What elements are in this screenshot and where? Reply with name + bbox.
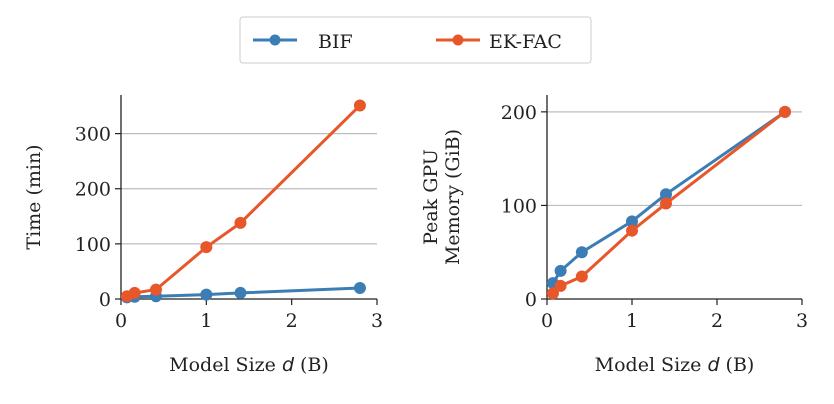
data-point-bif — [575, 246, 588, 259]
y-tick-label: 200 — [75, 179, 111, 201]
data-point-bif — [554, 264, 567, 277]
x-tick-label: 0 — [115, 310, 127, 332]
data-point-ek-fac — [779, 105, 791, 118]
time-plot: 0 100 200 300 0 1 2 3 Model Size d (B) Time (min) — [23, 95, 383, 376]
x-axis-label: Model Size d (B) — [595, 354, 755, 376]
legend-marker-bif — [269, 34, 281, 46]
data-point-ek-fac — [353, 99, 366, 112]
data-point-ek-fac — [149, 283, 162, 296]
x-tick-label: 3 — [796, 310, 808, 332]
y-axis-label: Peak GPU — [420, 149, 442, 245]
y-tick-label: 200 — [501, 102, 537, 124]
y-tick-label: 100 — [75, 234, 111, 256]
legend: BIF EK-FAC — [239, 16, 592, 64]
y-tick-label: 300 — [75, 124, 111, 146]
data-point-ek-fac — [660, 197, 672, 210]
y-tick-label: 0 — [99, 289, 111, 311]
memory-plot: 0 100 200 0 1 2 3 Model Size d (B) Peak GPU Memor… — [420, 95, 808, 376]
x-tick-label: 1 — [200, 310, 212, 332]
data-point-ek-fac — [128, 286, 141, 299]
data-point-ek-fac — [626, 224, 638, 237]
y-axis-label: Time (min) — [23, 144, 45, 249]
x-tick-label: 1 — [626, 310, 638, 332]
x-tick-label: 2 — [286, 310, 298, 332]
data-point-bif — [200, 288, 213, 301]
data-point-ek-fac — [575, 270, 588, 283]
data-point-bif — [626, 215, 638, 228]
data-point-bif — [234, 286, 247, 299]
legend-label-bif: BIF — [318, 31, 353, 53]
data-point-ek-fac — [234, 216, 247, 229]
x-axis-label: Model Size d (B) — [169, 354, 329, 376]
y-tick-label: 0 — [525, 289, 537, 311]
legend-box — [239, 16, 592, 64]
y-tick-label: 100 — [501, 195, 537, 217]
data-point-ek-fac — [554, 279, 567, 292]
legend-marker-ekfac — [452, 34, 464, 46]
data-point-ek-fac — [546, 287, 559, 300]
x-tick-label: 3 — [371, 310, 383, 332]
data-point-bif — [660, 188, 672, 201]
x-tick-label: 2 — [711, 310, 723, 332]
y-axis-label: Memory (GiB) — [442, 129, 464, 265]
data-point-bif — [353, 281, 366, 294]
x-tick-label: 0 — [541, 310, 553, 332]
data-point-ek-fac — [200, 241, 213, 254]
legend-label-ekfac: EK-FAC — [489, 31, 562, 53]
